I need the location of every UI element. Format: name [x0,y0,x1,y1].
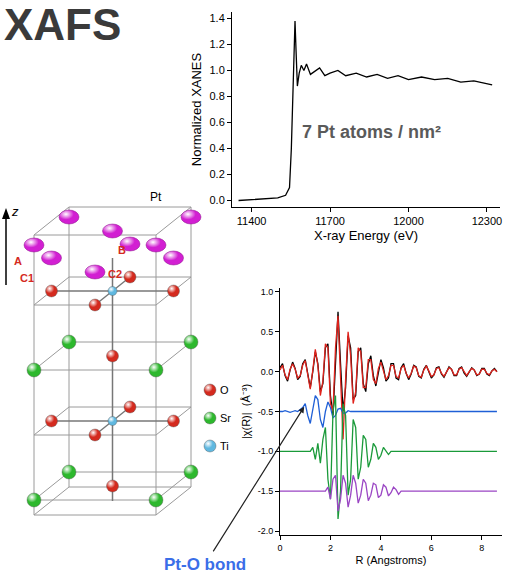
svg-text:Pt-O bond: Pt-O bond [164,555,246,574]
svg-text:0.5: 0.5 [261,327,274,337]
svg-text:0.6: 0.6 [210,116,225,128]
svg-text:0.4: 0.4 [210,142,225,154]
svg-text:6: 6 [429,543,434,553]
svg-text:-2.0: -2.0 [258,526,274,536]
svg-text:0.0: 0.0 [210,194,225,206]
svg-text:-1.0: -1.0 [258,446,274,456]
svg-text:z: z [11,204,19,219]
svg-text:12300: 12300 [472,215,503,227]
svg-text:0.0: 0.0 [261,367,274,377]
svg-text:11400: 11400 [237,215,267,227]
svg-text:1.4: 1.4 [210,12,225,24]
svg-text:1.2: 1.2 [210,38,225,50]
svg-text:Pt: Pt [150,190,162,204]
svg-text:0.8: 0.8 [210,90,225,102]
svg-text:0.2: 0.2 [210,168,225,180]
svg-text:-1.5: -1.5 [258,486,274,496]
svg-text:7 Pt atoms / nm²: 7 Pt atoms / nm² [302,122,441,142]
svg-text:Normalized XANES: Normalized XANES [189,52,204,166]
svg-text:R (Angstroms): R (Angstroms) [356,554,427,566]
svg-text:C1: C1 [20,272,34,284]
svg-text:4: 4 [378,543,383,553]
svg-text:C2: C2 [108,268,122,280]
svg-text:|χ(R)| (Å⁻³): |χ(R)| (Å⁻³) [240,384,252,439]
svg-text:B: B [118,244,126,256]
svg-text:A: A [14,255,22,267]
svg-text:1.0: 1.0 [261,287,274,297]
svg-text:8: 8 [479,543,484,553]
svg-text:12000: 12000 [393,215,424,227]
svg-text:1.0: 1.0 [210,64,225,76]
html-text:XAFS: XAFS [4,0,122,49]
svg-text:0: 0 [277,543,282,553]
svg-text:2: 2 [328,543,333,553]
svg-text:O: O [220,384,229,396]
svg-text:Sr: Sr [220,412,231,424]
svg-text:-0.5: -0.5 [258,407,274,417]
svg-text:X-ray Energy (eV): X-ray Energy (eV) [314,228,418,243]
svg-text:11700: 11700 [315,215,345,227]
svg-text:Ti: Ti [220,440,229,452]
